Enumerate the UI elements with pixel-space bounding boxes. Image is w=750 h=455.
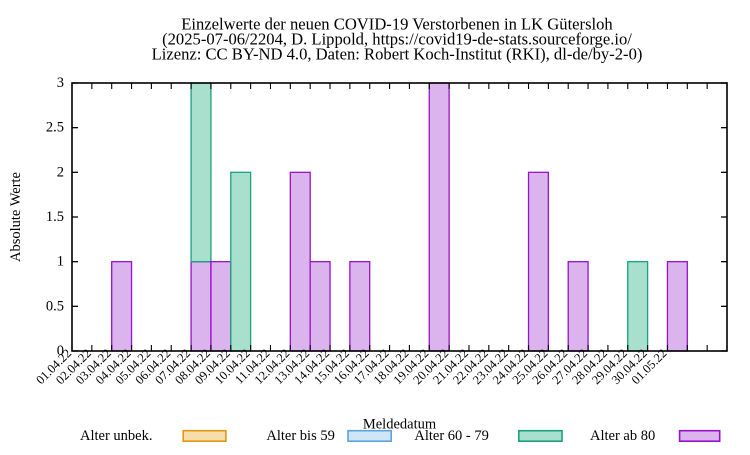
svg-text:Absolute Werte: Absolute Werte — [8, 172, 24, 262]
svg-text:0.5: 0.5 — [46, 298, 64, 314]
svg-text:Alter ab 80: Alter ab 80 — [590, 428, 655, 444]
svg-text:2: 2 — [57, 164, 64, 180]
svg-text:Alter bis 59: Alter bis 59 — [266, 428, 334, 444]
svg-text:Alter unbek.: Alter unbek. — [80, 428, 152, 444]
svg-text:Lizenz: CC BY-ND 4.0, Daten: R: Lizenz: CC BY-ND 4.0, Daten: Robert Koch… — [152, 45, 643, 64]
svg-text:1: 1 — [57, 254, 64, 270]
svg-text:1.5: 1.5 — [46, 209, 64, 225]
svg-text:3: 3 — [57, 75, 64, 91]
svg-text:2.5: 2.5 — [46, 120, 64, 136]
svg-text:Alter 60 - 79: Alter 60 - 79 — [414, 428, 489, 444]
